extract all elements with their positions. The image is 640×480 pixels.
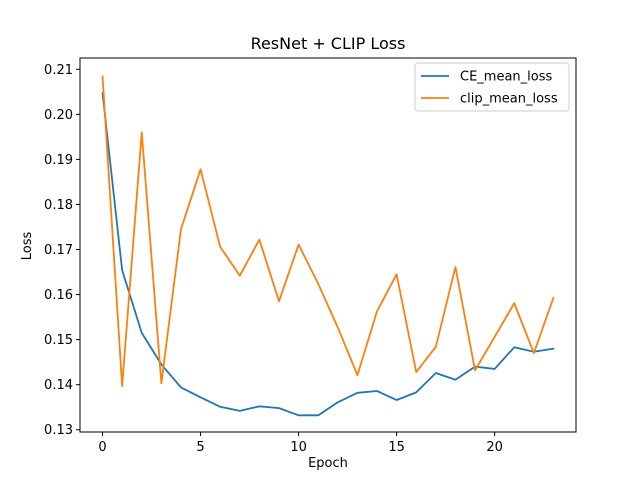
y-axis-label: Loss xyxy=(20,232,35,261)
x-tick-label: 20 xyxy=(486,440,503,455)
y-tick-label: 0.16 xyxy=(44,288,73,303)
legend-label-clip-mean-loss: clip_mean_loss xyxy=(460,92,558,107)
legend-label-CE-mean-loss: CE_mean_loss xyxy=(460,70,552,85)
y-tick-label: 0.19 xyxy=(44,153,73,168)
y-tick-label: 0.13 xyxy=(44,423,73,438)
x-tick-label: 15 xyxy=(388,440,405,455)
y-tick-label: 0.14 xyxy=(44,378,73,393)
y-tick-label: 0.21 xyxy=(44,63,73,78)
y-tick-label: 0.20 xyxy=(44,108,73,123)
chart-title: ResNet + CLIP Loss xyxy=(251,34,406,53)
legend: CE_mean_loss clip_mean_loss xyxy=(414,62,570,112)
x-tick-label: 5 xyxy=(196,440,204,455)
x-tick-label: 0 xyxy=(98,440,106,455)
axes-frame xyxy=(79,57,577,433)
series-line-CE-mean-loss xyxy=(101,92,555,417)
legend-box xyxy=(414,62,570,112)
x-tick-label: 10 xyxy=(290,440,307,455)
y-tick-label: 0.15 xyxy=(44,333,73,348)
y-tick-label: 0.18 xyxy=(44,198,73,213)
x-axis-label: Epoch xyxy=(308,456,348,471)
axes: 0 5 10 15 20 0.13 0.14 0.15 0.16 0.17 0.18 0.19 0.20… xyxy=(44,57,577,455)
series-line-clip-mean-loss xyxy=(101,75,555,387)
plot-area xyxy=(101,75,555,417)
y-tick-label: 0.17 xyxy=(44,243,73,258)
